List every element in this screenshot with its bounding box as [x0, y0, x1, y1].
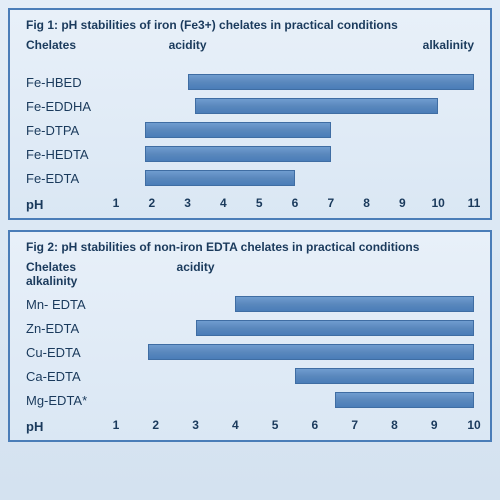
axis-tick: 4: [232, 418, 239, 432]
fig1-panel: Fig 1: pH stabilities of iron (Fe3+) che…: [8, 8, 492, 220]
ph-axis: pH1234567891011: [26, 196, 474, 212]
axis-tick: 8: [363, 196, 370, 210]
stability-bar: [335, 392, 474, 408]
axis-tick: 10: [467, 418, 480, 432]
bar-track: [116, 74, 474, 90]
axis-tick: 3: [192, 418, 199, 432]
axis-tick: 9: [431, 418, 438, 432]
chelate-label: Cu-EDTA: [26, 345, 116, 360]
chelate-label: Mn- EDTA: [26, 297, 116, 312]
fig2-panel: Fig 2: pH stabilities of non-iron EDTA c…: [8, 230, 492, 442]
column-headers: Chelates acidity alkalinity: [26, 38, 474, 66]
stability-bar: [145, 122, 331, 138]
bar-track: [116, 368, 474, 384]
axis-tick: 11: [468, 196, 481, 210]
chelate-row: Ca-EDTA: [26, 364, 474, 388]
stability-bar: [235, 296, 474, 312]
chelate-label: Fe-EDTA: [26, 171, 116, 186]
chelate-label: Fe-DTPA: [26, 123, 116, 138]
alkalinity-header: alkalinity: [423, 38, 474, 52]
axis-tick: 1: [113, 418, 120, 432]
panel-title: Fig 1: pH stabilities of iron (Fe3+) che…: [26, 18, 474, 32]
bar-track: [116, 146, 474, 162]
bar-track: [116, 170, 474, 186]
axis-tick: 3: [184, 196, 191, 210]
axis-tick: 6: [312, 418, 319, 432]
axis-tick: 7: [351, 418, 358, 432]
alkalinity-sublabel: alkalinity: [26, 274, 77, 288]
ph-axis-label: pH: [26, 197, 116, 212]
acidity-header: acidity: [177, 260, 215, 274]
bar-track: [116, 320, 474, 336]
chelate-row: Fe-EDDHA: [26, 94, 474, 118]
axis-tick: 2: [148, 196, 155, 210]
stability-bar: [295, 368, 474, 384]
bar-track: [116, 392, 474, 408]
bar-track: [116, 296, 474, 312]
bar-track: [116, 344, 474, 360]
axis-tick: 10: [432, 196, 445, 210]
chelate-label: Zn-EDTA: [26, 321, 116, 336]
stability-bar: [196, 320, 474, 336]
ph-axis-label: pH: [26, 419, 116, 434]
stability-bar: [148, 344, 474, 360]
axis-tick: 7: [327, 196, 334, 210]
stability-bar: [195, 98, 438, 114]
acidity-header: acidity: [169, 38, 207, 52]
stability-bar: [145, 146, 331, 162]
axis-tick: 6: [292, 196, 299, 210]
chelates-header: Chelates: [26, 38, 116, 66]
chelate-row: Fe-EDTA: [26, 166, 474, 190]
axis-tick: 8: [391, 418, 398, 432]
ph-axis: pH12345678910: [26, 418, 474, 434]
axis-tick: 4: [220, 196, 227, 210]
chelate-label: Mg-EDTA*: [26, 393, 116, 408]
chelate-label: Fe-HBED: [26, 75, 116, 90]
stability-bar: [188, 74, 474, 90]
chelate-row: Fe-DTPA: [26, 118, 474, 142]
panel-title: Fig 2: pH stabilities of non-iron EDTA c…: [26, 240, 474, 254]
bar-track: [116, 122, 474, 138]
chelate-label: Fe-EDDHA: [26, 99, 116, 114]
chelate-row: Mn- EDTA: [26, 292, 474, 316]
axis-track: 1234567891011: [116, 196, 474, 212]
chelate-label: Fe-HEDTA: [26, 147, 116, 162]
chelate-label: Ca-EDTA: [26, 369, 116, 384]
chelate-row: Fe-HBED: [26, 70, 474, 94]
axis-tick: 5: [256, 196, 263, 210]
axis-track: 12345678910: [116, 418, 474, 434]
chelate-row: Zn-EDTA: [26, 316, 474, 340]
bar-track: [116, 98, 474, 114]
chelate-row: Cu-EDTA: [26, 340, 474, 364]
chelate-row: Mg-EDTA*: [26, 388, 474, 412]
axis-tick: 9: [399, 196, 406, 210]
chelate-row: Fe-HEDTA: [26, 142, 474, 166]
column-headers: Chelatesalkalinityacidity: [26, 260, 474, 288]
axis-tick: 1: [113, 196, 120, 210]
axis-tick: 5: [272, 418, 279, 432]
stability-bar: [145, 170, 295, 186]
axis-tick: 2: [152, 418, 159, 432]
